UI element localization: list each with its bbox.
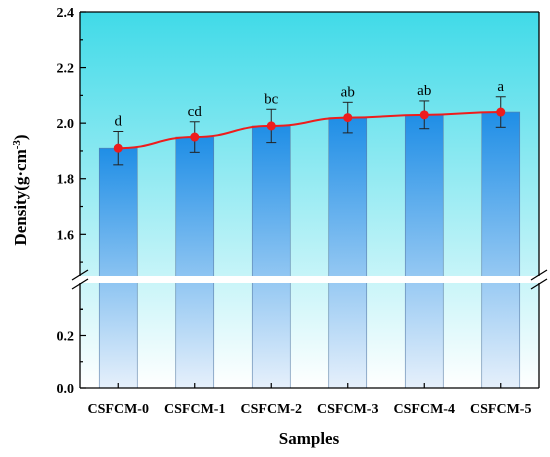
significance-letter-csfcm-3: ab [341, 84, 355, 100]
y-tick-label: 0.2 [57, 330, 75, 345]
y-axis-title: Density(g·cm-3) [11, 134, 30, 245]
line-point-csfcm-0 [113, 143, 123, 153]
x-tick-label-csfcm-4: CSFCM-4 [394, 402, 455, 417]
line-point-csfcm-4 [419, 110, 429, 120]
bar-csfcm-1 [175, 136, 215, 389]
y-axis-title-sup: -3 [11, 140, 23, 150]
significance-letter-csfcm-4: ab [417, 83, 431, 99]
significance-letter-csfcm-2: bc [264, 91, 279, 107]
line-overlay [113, 107, 506, 153]
line-point-csfcm-3 [343, 113, 353, 123]
axis-break-marks [71, 269, 548, 290]
significance-letter-csfcm-1: cd [188, 104, 203, 120]
x-tick-label-csfcm-2: CSFCM-2 [241, 402, 302, 417]
y-axis-title-close: ) [11, 134, 30, 140]
x-axis-title: Samples [279, 429, 340, 448]
bar-csfcm-0 [98, 147, 138, 389]
bars-group [98, 111, 521, 389]
line-point-csfcm-5 [496, 107, 506, 117]
bar-csfcm-5 [481, 111, 521, 389]
significance-letter-csfcm-0: d [115, 113, 123, 129]
line-point-csfcm-2 [266, 121, 276, 131]
bar-csfcm-3 [328, 117, 368, 389]
plot-background [80, 12, 539, 388]
y-tick-label: 2.4 [57, 6, 75, 21]
x-axis-ticks: CSFCM-0 CSFCM-1 CSFCM-2 CSFCM-3 CSFCM-4 CSFCM… [88, 383, 531, 417]
bar-csfcm-4 [404, 114, 444, 389]
y-tick-label: 0.0 [57, 382, 75, 397]
bar-csfcm-2 [251, 125, 291, 389]
x-tick-label-csfcm-1: CSFCM-1 [164, 402, 225, 417]
significance-letter-csfcm-5: a [497, 79, 504, 95]
y-tick-label: 2.2 [57, 62, 75, 77]
line-point-csfcm-1 [190, 132, 200, 142]
y-axis-title-main: Density(g·cm [11, 149, 30, 245]
x-tick-label-csfcm-5: CSFCM-5 [470, 402, 531, 417]
y-tick-label: 1.6 [57, 228, 75, 243]
y-tick-label: 1.8 [57, 173, 75, 188]
x-tick-label-csfcm-0: CSFCM-0 [88, 402, 149, 417]
axis-break-gap [55, 276, 545, 283]
significance-letters: d cd bc ab ab a [115, 79, 505, 130]
y-axis-ticks: 1.6 1.8 2.0 2.2 2.4 0.0 0.2 [57, 6, 86, 397]
x-tick-label-csfcm-3: CSFCM-3 [317, 402, 378, 417]
y-tick-label: 2.0 [57, 117, 75, 132]
